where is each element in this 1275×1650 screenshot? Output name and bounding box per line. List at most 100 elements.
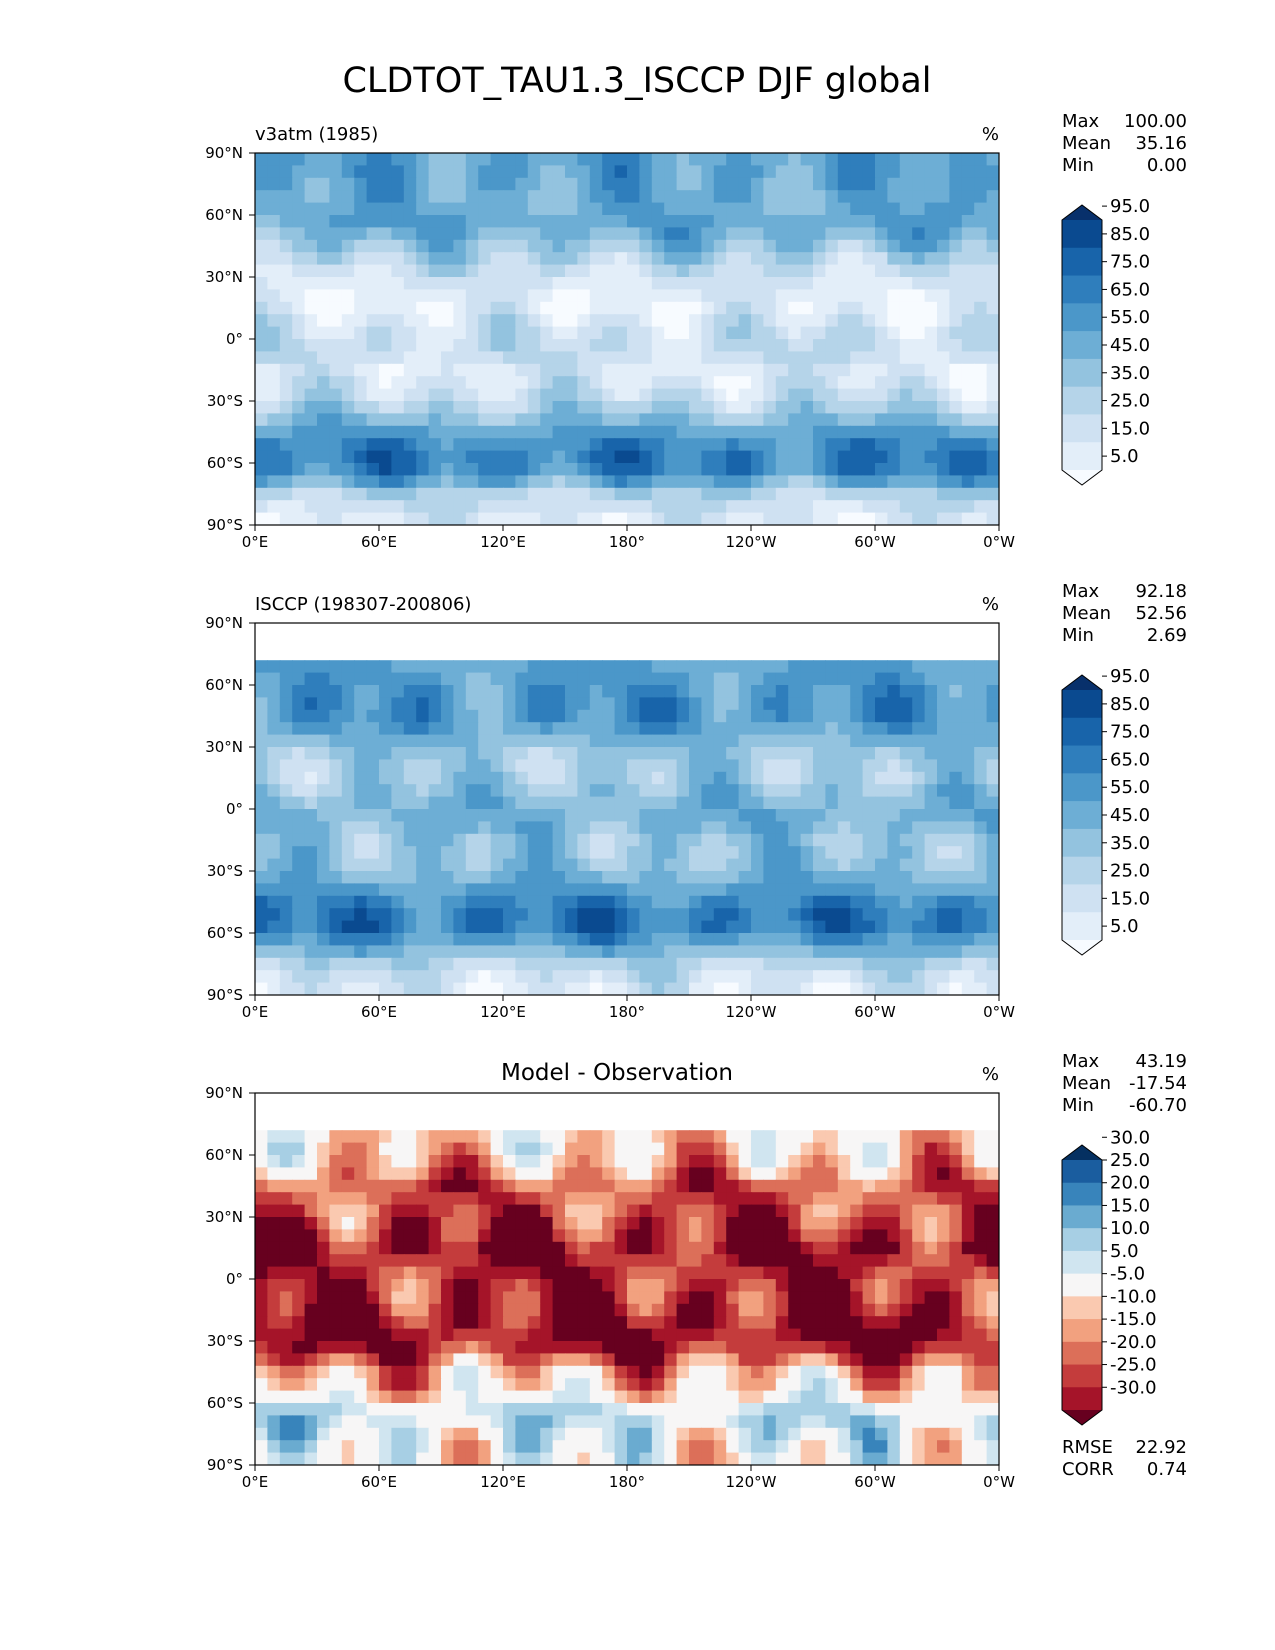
map-cell — [589, 970, 603, 984]
map-cell — [354, 908, 368, 922]
map-cell — [366, 475, 380, 489]
map-cell — [304, 425, 318, 439]
map-cell — [441, 1279, 454, 1292]
map-cell — [453, 1266, 467, 1280]
map-cell — [540, 512, 554, 525]
map-cell — [713, 1179, 727, 1193]
map-cell — [627, 1266, 640, 1280]
map-cell — [627, 734, 640, 748]
map-cell — [279, 883, 293, 897]
map-cell — [924, 895, 938, 909]
map-cell — [366, 190, 380, 204]
map-cell — [552, 1254, 566, 1268]
map-cell — [490, 239, 504, 253]
map-cell — [912, 722, 926, 736]
map-cell — [875, 500, 888, 514]
map-cell — [490, 833, 504, 847]
map-cell — [937, 883, 950, 897]
map-cell — [490, 623, 504, 636]
map-cell — [428, 821, 442, 835]
map-cell — [713, 487, 727, 501]
map-cell — [292, 1291, 306, 1305]
map-cell — [478, 1328, 492, 1342]
colorbar: 5.015.025.035.045.055.065.075.085.095.0 — [1061, 196, 1150, 486]
map-cell — [751, 883, 764, 897]
map-cell — [974, 982, 988, 995]
map-cell — [577, 933, 591, 946]
map-cell — [862, 401, 876, 414]
map-cell — [850, 895, 864, 909]
map-cell — [775, 883, 789, 897]
map-cell — [589, 339, 603, 352]
map-cell — [465, 647, 479, 661]
map-cell — [899, 177, 913, 191]
map-cell — [490, 277, 504, 290]
map-cell — [565, 895, 578, 909]
map-cell — [775, 277, 789, 290]
map-cell — [366, 821, 380, 835]
map-cell — [416, 1117, 430, 1131]
map-cell — [441, 301, 454, 315]
map-cell — [800, 289, 814, 303]
map-cell — [527, 1229, 541, 1243]
stat-value-max: 100.00 — [1124, 111, 1187, 132]
map-cell — [788, 264, 802, 278]
map-cell — [862, 771, 876, 785]
map-cell — [701, 463, 715, 476]
map-cell — [763, 463, 777, 476]
map-cell — [899, 957, 913, 971]
colorbar-extend-min — [1062, 470, 1102, 485]
map-cell — [589, 277, 603, 290]
map-cell — [937, 821, 950, 835]
map-cell — [676, 376, 690, 390]
map-cell — [565, 413, 578, 427]
map-cell — [986, 709, 999, 723]
map-cell — [366, 858, 380, 872]
map-cell — [651, 277, 665, 290]
map-cell — [379, 1130, 392, 1144]
map-cell — [763, 190, 777, 204]
map-cell — [689, 1093, 702, 1106]
map-cell — [986, 920, 999, 934]
map-cell — [267, 1179, 281, 1193]
map-cell — [639, 1341, 653, 1354]
map-cell — [379, 413, 392, 427]
map-cell — [428, 363, 442, 377]
map-cell — [937, 215, 950, 228]
map-cell — [961, 920, 975, 934]
map-cell — [701, 1254, 715, 1268]
map-cell — [850, 1316, 864, 1330]
map-cell — [974, 425, 988, 439]
map-cell — [912, 475, 926, 489]
map-cell — [775, 1229, 789, 1243]
map-cell — [403, 647, 417, 661]
map-cell — [751, 301, 764, 315]
map-cell — [887, 165, 901, 179]
map-cell — [788, 784, 802, 798]
map-cell — [924, 1316, 938, 1330]
map-cell — [887, 908, 901, 922]
map-cell — [924, 660, 938, 674]
x-tick-label: 0°W — [983, 1003, 1015, 1021]
map-cell — [565, 487, 578, 501]
map-cell — [441, 264, 454, 278]
map-cell — [453, 660, 467, 674]
map-cell — [813, 487, 826, 501]
map-cell — [788, 1316, 802, 1330]
map-cell — [267, 475, 281, 489]
map-cell — [391, 1241, 405, 1255]
map-cell — [540, 326, 554, 340]
map-cell — [589, 1254, 603, 1268]
map-cell — [589, 252, 603, 266]
map-cell — [875, 883, 888, 897]
map-cell — [515, 487, 529, 501]
map-cell — [527, 871, 541, 884]
map-cell — [627, 1192, 640, 1206]
map-cell — [589, 202, 603, 216]
map-cell — [961, 177, 975, 191]
map-cell — [949, 277, 963, 290]
map-cell — [639, 339, 653, 352]
map-cell — [490, 1266, 504, 1280]
map-cell — [627, 301, 640, 315]
map-cell — [391, 1316, 405, 1330]
